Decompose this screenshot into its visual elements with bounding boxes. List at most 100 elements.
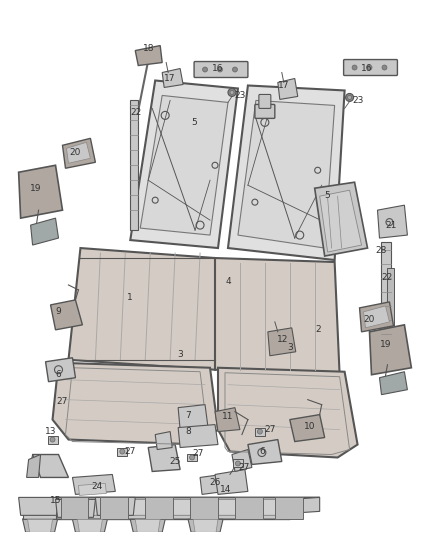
Circle shape <box>352 65 357 70</box>
Polygon shape <box>140 95 228 235</box>
Text: 15: 15 <box>50 496 61 505</box>
Polygon shape <box>378 205 407 238</box>
Polygon shape <box>31 499 312 515</box>
Bar <box>190 497 218 519</box>
Text: 3: 3 <box>177 350 183 359</box>
Text: 16: 16 <box>212 64 224 73</box>
Polygon shape <box>31 218 59 245</box>
Text: 23: 23 <box>352 96 363 105</box>
Bar <box>233 459 243 467</box>
Polygon shape <box>188 519 223 532</box>
FancyBboxPatch shape <box>255 104 275 118</box>
Text: 3: 3 <box>287 343 293 352</box>
Text: 22: 22 <box>382 273 393 282</box>
Text: 5: 5 <box>325 191 331 200</box>
Polygon shape <box>178 425 218 448</box>
Text: 16: 16 <box>361 64 372 73</box>
Text: 17: 17 <box>278 81 290 90</box>
Text: 25: 25 <box>170 457 181 466</box>
Text: 21: 21 <box>386 221 397 230</box>
Text: 2: 2 <box>315 325 321 334</box>
FancyBboxPatch shape <box>343 60 397 76</box>
Bar <box>275 497 303 519</box>
Text: 24: 24 <box>92 482 103 491</box>
Polygon shape <box>50 300 82 330</box>
Bar <box>130 100 138 230</box>
Text: 17: 17 <box>164 74 176 83</box>
Text: 10: 10 <box>304 422 315 431</box>
Circle shape <box>202 67 208 72</box>
Circle shape <box>233 67 237 72</box>
Bar <box>381 242 392 347</box>
Text: 1: 1 <box>127 294 133 302</box>
Circle shape <box>143 53 153 63</box>
Bar <box>388 268 395 363</box>
Text: 18: 18 <box>142 44 154 53</box>
Polygon shape <box>19 497 59 515</box>
Circle shape <box>236 461 240 466</box>
Circle shape <box>348 95 352 100</box>
Text: 23: 23 <box>234 91 246 100</box>
Polygon shape <box>78 483 106 495</box>
Text: 6: 6 <box>56 370 61 379</box>
Polygon shape <box>320 190 361 252</box>
Circle shape <box>218 67 223 72</box>
Polygon shape <box>379 372 407 394</box>
Text: 28: 28 <box>376 246 387 255</box>
Polygon shape <box>218 368 357 457</box>
Circle shape <box>346 93 353 101</box>
Polygon shape <box>67 142 90 163</box>
Polygon shape <box>95 497 135 515</box>
Polygon shape <box>155 432 172 449</box>
Text: 6: 6 <box>259 447 265 456</box>
Text: 5: 5 <box>191 118 197 127</box>
Text: 13: 13 <box>45 427 57 436</box>
Text: 7: 7 <box>185 411 191 420</box>
Bar <box>145 497 173 519</box>
Polygon shape <box>148 445 180 472</box>
Text: 19: 19 <box>380 340 391 349</box>
Polygon shape <box>130 519 165 532</box>
Polygon shape <box>23 504 56 519</box>
Polygon shape <box>290 497 320 513</box>
Polygon shape <box>248 440 282 464</box>
Text: 19: 19 <box>30 184 41 193</box>
Bar <box>100 497 128 519</box>
Text: 11: 11 <box>222 412 234 421</box>
Bar <box>117 448 127 456</box>
FancyBboxPatch shape <box>259 94 271 108</box>
Circle shape <box>50 437 55 442</box>
Polygon shape <box>135 519 160 532</box>
Polygon shape <box>23 519 57 532</box>
Polygon shape <box>314 182 367 256</box>
Text: 14: 14 <box>220 485 232 494</box>
Circle shape <box>190 455 194 460</box>
Polygon shape <box>370 325 411 375</box>
Polygon shape <box>130 80 238 248</box>
Text: 20: 20 <box>364 316 375 325</box>
Bar <box>235 497 263 519</box>
Polygon shape <box>28 519 53 532</box>
Bar <box>255 427 265 435</box>
Polygon shape <box>232 449 252 472</box>
Polygon shape <box>46 358 75 382</box>
Polygon shape <box>268 328 296 356</box>
Polygon shape <box>23 497 320 519</box>
Polygon shape <box>162 69 183 87</box>
Polygon shape <box>72 474 115 495</box>
Polygon shape <box>53 363 218 445</box>
Text: 27: 27 <box>238 463 250 472</box>
Polygon shape <box>360 302 393 332</box>
Polygon shape <box>63 139 95 168</box>
Circle shape <box>120 449 125 454</box>
Polygon shape <box>215 258 339 375</box>
Polygon shape <box>27 455 41 478</box>
Text: 27: 27 <box>124 447 136 456</box>
Circle shape <box>228 88 236 96</box>
Polygon shape <box>32 455 68 478</box>
Polygon shape <box>215 408 240 432</box>
Circle shape <box>230 91 234 94</box>
Text: 9: 9 <box>56 308 61 317</box>
Text: 12: 12 <box>277 335 289 344</box>
Polygon shape <box>364 306 389 328</box>
